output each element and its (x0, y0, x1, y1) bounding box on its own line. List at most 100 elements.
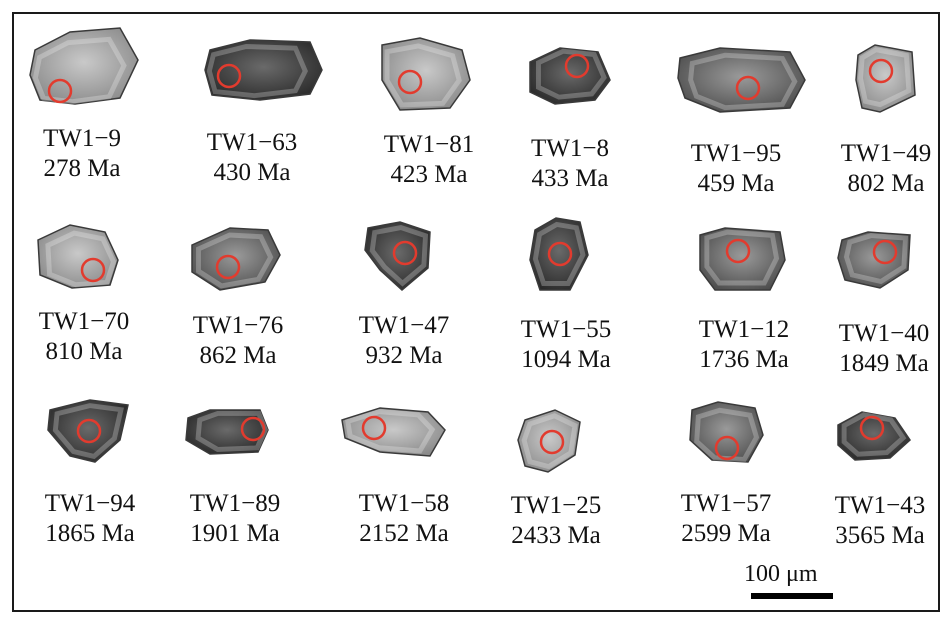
grain-label: TW1−57 2599 Ma (666, 489, 786, 549)
zircon-growth-zone (196, 232, 274, 289)
zircon-growth-zone (369, 225, 429, 287)
figure-frame (12, 12, 940, 612)
zircon-grain (381, 37, 471, 111)
analysis-spot-circle (539, 429, 565, 455)
grain-id: TW1−47 (358, 312, 450, 339)
zircon-growth-zone (843, 233, 909, 285)
grain-id: TW1−76 (192, 312, 284, 339)
grain-id: TW1−70 (38, 308, 130, 335)
analysis-spot-circle (240, 416, 266, 442)
zircon-grain (341, 407, 446, 457)
grain-id: TW1−12 (698, 316, 790, 343)
grain-id: TW1−81 (383, 131, 475, 158)
grain-label: TW1−58 2152 Ma (344, 489, 464, 549)
analysis-spot-circle (361, 415, 387, 441)
zircon-grain (529, 47, 611, 105)
grain-id: TW1−40 (838, 320, 930, 347)
analysis-spot-circle (392, 240, 418, 266)
zircon-grain-body (837, 231, 911, 289)
grain-id: TW1−57 (680, 490, 772, 517)
zircon-growth-zone (535, 48, 607, 100)
zircon-grain-body (364, 221, 431, 291)
analysis-spot-circle (859, 415, 885, 441)
zircon-grain-body (517, 409, 581, 473)
zircon-grain (47, 399, 129, 463)
zircon-growth-zone (521, 413, 578, 470)
analysis-spot-circle (714, 435, 740, 461)
zircon-growth-zone (858, 47, 912, 108)
grain-id: TW1−89 (189, 490, 281, 517)
zircon-grain-body (185, 409, 269, 455)
grain-age: 862 Ma (199, 342, 277, 369)
scale-bar (751, 593, 833, 599)
zircon-growth-zone (195, 410, 268, 452)
analysis-spot-circle (564, 53, 590, 79)
grain-label: TW1−47 932 Ma (344, 311, 464, 371)
grain-id: TW1−43 (834, 492, 926, 519)
zircon-growth-zone (688, 52, 798, 111)
zircon-grain-body (837, 411, 911, 461)
grain-age: 278 Ma (43, 155, 121, 182)
grain-id: TW1−63 (206, 129, 298, 156)
grain-label: TW1−63 430 Ma (192, 128, 312, 188)
grain-age: 1865 Ma (45, 520, 135, 547)
grain-age: 433 Ma (531, 165, 609, 192)
analysis-spot-circle (735, 75, 761, 101)
analysis-spot-circle (547, 241, 573, 267)
zircon-grain (37, 224, 119, 289)
grain-label: TW1−9 278 Ma (22, 124, 142, 184)
grain-id: TW1−9 (43, 125, 121, 152)
zircon-growth-zone (384, 43, 462, 108)
zircon-grain-body (855, 44, 916, 113)
grain-age: 1094 Ma (521, 346, 611, 373)
zircon-grain (689, 401, 764, 463)
grain-id: TW1−49 (840, 140, 932, 167)
zircon-grain (699, 227, 786, 291)
grain-label: TW1−25 2433 Ma (496, 491, 616, 551)
analysis-spot-circle (215, 254, 241, 280)
zircon-growth-zone (704, 229, 780, 286)
grain-label: TW1−95 459 Ma (676, 139, 796, 199)
zircon-growth-zone (841, 412, 907, 457)
analysis-spot-circle (80, 257, 106, 283)
zircon-grain-body (529, 217, 589, 291)
zircon-growth-zone (532, 221, 586, 286)
zircon-grain (29, 27, 139, 105)
grain-age: 2599 Ma (681, 520, 771, 547)
zircon-growth-zone (206, 44, 308, 99)
zircon-growth-zone (45, 230, 117, 288)
grain-age: 3565 Ma (835, 522, 925, 549)
zircon-grain (191, 227, 281, 291)
zircon-grain (185, 409, 269, 455)
zircon-grain-body (29, 27, 139, 105)
zircon-grain (837, 231, 911, 289)
zircon-grain (855, 44, 916, 113)
zircon-grain-body (47, 399, 129, 463)
zircon-grain-body (37, 224, 119, 289)
zircon-grain (204, 39, 323, 101)
grain-label: TW1−55 1094 Ma (506, 315, 626, 375)
zircon-grain (529, 217, 589, 291)
grain-age: 2433 Ma (511, 522, 601, 549)
zircon-grain-body (689, 401, 764, 463)
zircon-growth-zone (694, 407, 760, 463)
grain-label: TW1−89 1901 Ma (175, 489, 295, 549)
zircon-grain-body (699, 227, 786, 291)
zircon-grain (364, 221, 431, 291)
grain-id: TW1−8 (531, 135, 609, 162)
grain-age: 423 Ma (390, 161, 468, 188)
grain-age: 1901 Ma (190, 520, 280, 547)
grain-label: TW1−70 810 Ma (24, 307, 144, 367)
grain-label: TW1−76 862 Ma (178, 311, 298, 371)
analysis-spot-circle (216, 63, 242, 89)
grain-label: TW1−49 802 Ma (826, 139, 946, 199)
grain-age: 2152 Ma (359, 520, 449, 547)
zircon-growth-zone (32, 36, 127, 105)
zircon-grain (837, 411, 911, 461)
grain-label: TW1−12 1736 Ma (684, 315, 804, 375)
zircon-growth-zone (52, 403, 124, 460)
zircon-grain (677, 47, 806, 113)
grain-age: 430 Ma (213, 159, 291, 186)
grain-id: TW1−58 (358, 490, 450, 517)
